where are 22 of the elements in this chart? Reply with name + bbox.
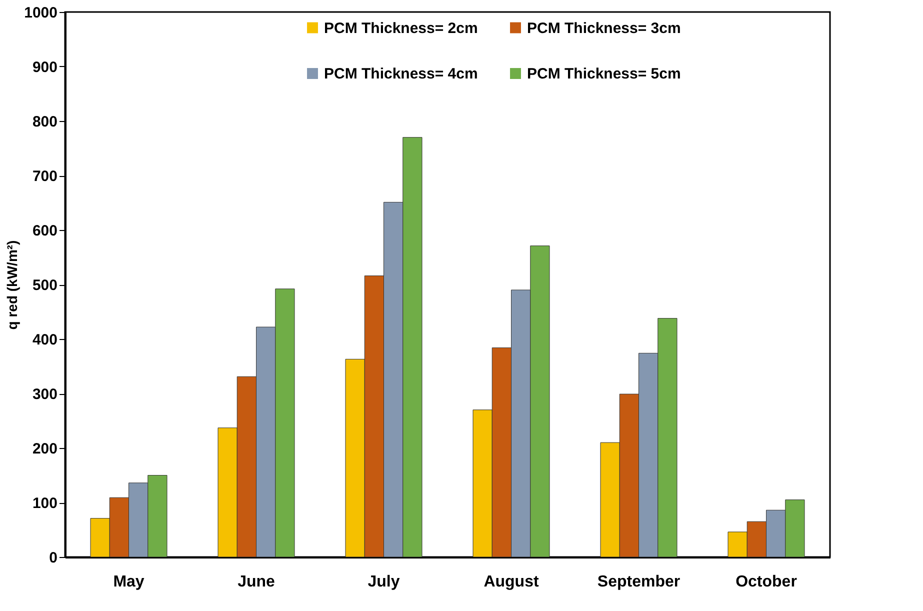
y-tick-label: 0 bbox=[49, 550, 58, 566]
x-tick-label: September bbox=[597, 574, 680, 590]
legend-label: PCM Thickness= 4cm bbox=[324, 66, 478, 82]
y-tick-label: 900 bbox=[32, 59, 58, 76]
y-tick-label: 200 bbox=[32, 440, 58, 458]
x-tick-label: October bbox=[736, 574, 797, 590]
y-tick-label: 400 bbox=[32, 332, 58, 348]
legend-label: PCM Thickness= 3cm bbox=[527, 20, 681, 37]
y-tick-label: 1000 bbox=[24, 4, 58, 22]
y-tick-label: 100 bbox=[32, 495, 58, 512]
y-tick-label: 300 bbox=[32, 386, 58, 403]
y-tick-label: 500 bbox=[32, 277, 58, 294]
x-tick-label: July bbox=[368, 574, 400, 590]
legend-label: PCM Thickness= 2cm bbox=[324, 20, 478, 37]
x-tick-label: June bbox=[238, 574, 276, 590]
legend-label: PCM Thickness= 5cm bbox=[527, 66, 681, 82]
y-tick-label: 700 bbox=[32, 168, 58, 185]
x-tick-label: August bbox=[484, 574, 540, 590]
x-tick-label: May bbox=[113, 574, 144, 590]
y-axis-title: q red (kW/m²) bbox=[4, 240, 20, 330]
y-tick-label: 600 bbox=[32, 222, 58, 240]
y-tick-label: 800 bbox=[32, 114, 58, 130]
